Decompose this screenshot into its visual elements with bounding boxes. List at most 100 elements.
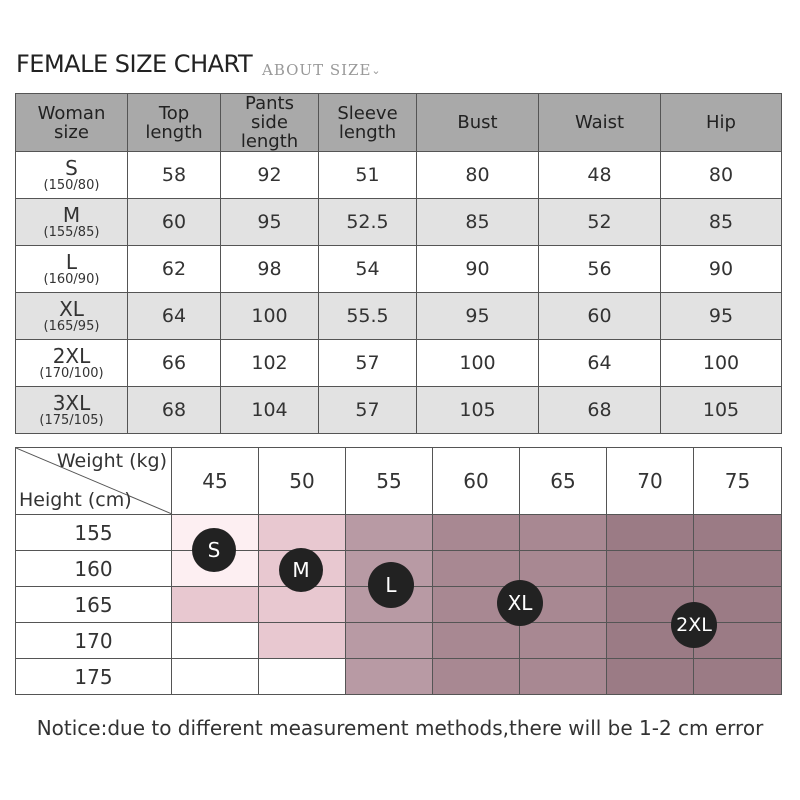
fit-cell <box>432 550 520 587</box>
size-height-bust: (165/95) <box>43 318 100 334</box>
fit-cell <box>519 658 607 695</box>
measurement-notice: Notice:due to different measurement meth… <box>36 716 764 740</box>
fit-cell <box>258 514 346 551</box>
fit-cell <box>345 622 433 659</box>
measurement-cell: 58 <box>127 151 221 199</box>
header-waist: Waist <box>538 93 661 152</box>
size-label: XL <box>59 296 84 321</box>
fit-cell <box>345 514 433 551</box>
weight-header: 55 <box>345 447 433 515</box>
measurement-cell: 52.5 <box>318 198 417 246</box>
measurement-cell: 52 <box>538 198 661 246</box>
weight-header: 50 <box>258 447 346 515</box>
weight-header: 70 <box>606 447 694 515</box>
fit-cell <box>258 586 346 623</box>
fit-cell <box>606 658 694 695</box>
header-pants-side-length: Pants side length <box>220 93 319 152</box>
fit-cell <box>519 514 607 551</box>
size-label: L <box>65 249 78 274</box>
size-recommendation-grid: Weight (kg) Height (cm) 45 50 55 60 65 70 75 1… <box>15 447 782 695</box>
size-row: XL (165/95) 64 100 55.5 95 60 95 <box>15 292 782 340</box>
measurement-cell: 51 <box>318 151 417 199</box>
header-bust: Bust <box>416 93 539 152</box>
height-axis-label: Height (cm) <box>19 489 132 511</box>
chevron-down-icon: ⌄ <box>371 64 382 77</box>
weight-header: 60 <box>432 447 520 515</box>
about-size-link[interactable]: ABOUT SIZE⌄ <box>262 61 382 79</box>
page-title: FEMALE SIZE CHART <box>16 50 253 78</box>
fit-cell <box>432 658 520 695</box>
measurement-cell: 105 <box>660 386 782 434</box>
badge-s: S <box>192 528 236 572</box>
measurement-cell: 100 <box>660 339 782 387</box>
height-header: 170 <box>15 622 172 659</box>
measurement-cell: 85 <box>416 198 539 246</box>
fit-cell <box>345 658 433 695</box>
measurement-cell: 100 <box>220 292 319 340</box>
size-row: 3XL (175/105) 68 104 57 105 68 105 <box>15 386 782 434</box>
measurement-cell: 56 <box>538 245 661 293</box>
badge-xl: XL <box>497 580 543 626</box>
measurement-cell: 60 <box>127 198 221 246</box>
measurement-cell: 95 <box>416 292 539 340</box>
size-height-bust: (150/80) <box>43 177 100 193</box>
size-cell: 3XL (175/105) <box>15 386 128 434</box>
fit-cell <box>606 514 694 551</box>
measurement-cell: 64 <box>538 339 661 387</box>
header-sleeve-length: Sleeve length <box>318 93 417 152</box>
fit-cell <box>258 622 346 659</box>
fit-cell <box>693 658 782 695</box>
height-row: 175 <box>15 658 782 695</box>
size-table-header: Woman size Top length Pants side length Sle… <box>15 93 782 152</box>
measurement-cell: 92 <box>220 151 319 199</box>
measurement-cell: 100 <box>416 339 539 387</box>
badge-m: M <box>279 548 323 592</box>
diagonal-divider <box>16 448 172 514</box>
size-row: M (155/85) 60 95 52.5 85 52 85 <box>15 198 782 246</box>
fit-cell <box>432 622 520 659</box>
size-cell: M (155/85) <box>15 198 128 246</box>
weight-axis-label: Weight (kg) <box>56 450 167 472</box>
measurement-cell: 57 <box>318 386 417 434</box>
weight-header: 45 <box>171 447 259 515</box>
measurement-cell: 90 <box>416 245 539 293</box>
about-size-label: ABOUT SIZE <box>262 61 372 79</box>
fit-cell <box>519 550 607 587</box>
measurement-cell: 48 <box>538 151 661 199</box>
size-height-bust: (170/100) <box>39 365 104 381</box>
fit-cell <box>171 586 259 623</box>
height-row: 170 <box>15 622 782 659</box>
fit-cell <box>258 658 346 695</box>
weight-header: 75 <box>693 447 782 515</box>
measurement-cell: 95 <box>220 198 319 246</box>
size-label: 2XL <box>52 343 91 368</box>
measurement-cell: 80 <box>416 151 539 199</box>
measurement-cell: 98 <box>220 245 319 293</box>
size-label: S <box>65 155 78 180</box>
size-row: S (150/80) 58 92 51 80 48 80 <box>15 151 782 199</box>
grid-corner: Weight (kg) Height (cm) <box>15 447 172 515</box>
size-cell: 2XL (170/100) <box>15 339 128 387</box>
measurement-cell: 66 <box>127 339 221 387</box>
size-row: L (160/90) 62 98 54 90 56 90 <box>15 245 782 293</box>
measurement-cell: 104 <box>220 386 319 434</box>
height-header: 160 <box>15 550 172 587</box>
fit-cell <box>693 550 782 587</box>
size-table: Woman size Top length Pants side length Sle… <box>15 93 782 434</box>
measurement-cell: 57 <box>318 339 417 387</box>
measurement-cell: 85 <box>660 198 782 246</box>
size-cell: L (160/90) <box>15 245 128 293</box>
fit-cell <box>606 550 694 587</box>
measurement-cell: 105 <box>416 386 539 434</box>
header-top-length: Top length <box>127 93 221 152</box>
measurement-cell: 55.5 <box>318 292 417 340</box>
fit-cell <box>171 622 259 659</box>
height-row: 155 <box>15 514 782 551</box>
measurement-cell: 68 <box>127 386 221 434</box>
header-woman-size: Woman size <box>15 93 128 152</box>
measurement-cell: 64 <box>127 292 221 340</box>
badge-2xl: 2XL <box>671 602 717 648</box>
height-header: 175 <box>15 658 172 695</box>
measurement-cell: 54 <box>318 245 417 293</box>
size-label: M <box>62 202 81 227</box>
